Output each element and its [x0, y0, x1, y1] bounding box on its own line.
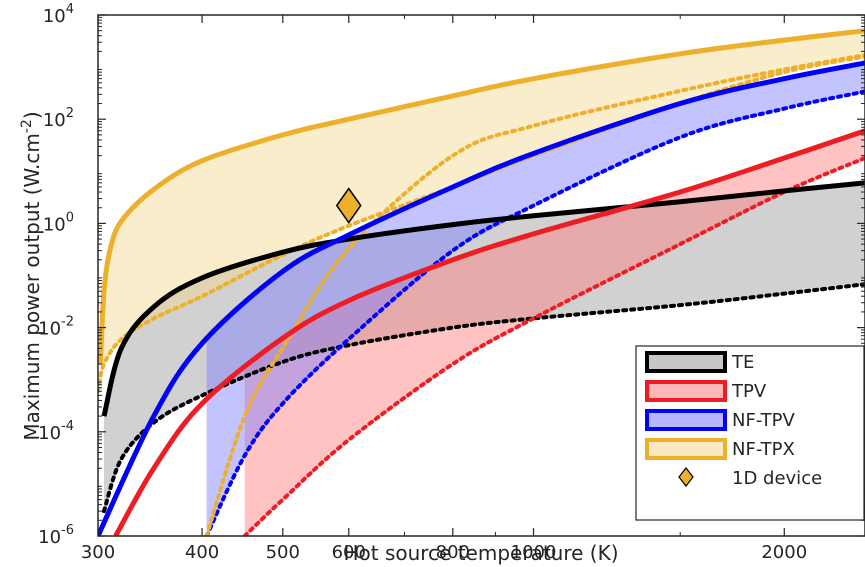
legend-label-nf-tpx: NF-TPX [732, 439, 795, 460]
band-nf-tpx [100, 30, 865, 381]
plot-frame [97, 14, 865, 537]
legend-swatch-te [645, 351, 727, 373]
y-tick-label: 10-4 [38, 419, 74, 444]
y-axis-label: Maximum power output (W.cm-2) [19, 111, 44, 440]
lower-line-nf-tpv [204, 89, 865, 536]
legend-label-nf-tpv: NF-TPV [732, 410, 796, 431]
legend-swatch-nf-tpv [645, 409, 727, 431]
point-markers [335, 187, 362, 224]
x-tick-label: 1000 [511, 542, 557, 563]
y-tick-label: 104 [43, 2, 74, 27]
x-tick-label: 400 [185, 542, 219, 563]
legend-label-tpv: TPV [731, 381, 767, 402]
x-tick-label: 300 [81, 542, 115, 563]
lower-line-te [102, 282, 865, 514]
point-1d-device [335, 187, 362, 224]
dotted-line-nf-tpx [204, 53, 865, 536]
legend-swatch-nf-tpx [645, 438, 727, 460]
y-tick-label: 10-6 [38, 523, 74, 548]
legend-swatch-tpv [645, 380, 727, 402]
legend: TE TPV NF-TPV NF-TPX 1D device [635, 345, 865, 521]
y-tick-label: 10-2 [38, 315, 74, 340]
series-lines [98, 28, 865, 536]
legend-label-1d-device: 1D device [732, 468, 822, 489]
x-tick-label: 2000 [761, 542, 807, 563]
upper-line-tpv [113, 128, 865, 536]
legend-marker-1d-device [678, 467, 694, 487]
band-nf-tpv [206, 63, 865, 536]
x-tick-label: 500 [266, 542, 300, 563]
x-tick-label: 800 [436, 542, 470, 563]
upper-line-te [101, 180, 865, 417]
upper-line-nf-tpx [98, 28, 865, 365]
legend-label-te: TE [731, 352, 754, 373]
lower-line-tpv [242, 156, 865, 536]
y-tick-label: 100 [43, 210, 74, 235]
x-tick-label: 600 [332, 542, 366, 563]
band-tpv [244, 130, 865, 536]
y-tick-label: 102 [43, 106, 74, 131]
tick-labels: 300 400 500 600 800 1000 2000 10-6 10-4 10-2 100 10… [38, 2, 807, 563]
x-axis-label: Hot source temperature (K) [343, 541, 618, 565]
upper-line-nf-tpv [98, 60, 865, 536]
legend-box [635, 345, 865, 521]
